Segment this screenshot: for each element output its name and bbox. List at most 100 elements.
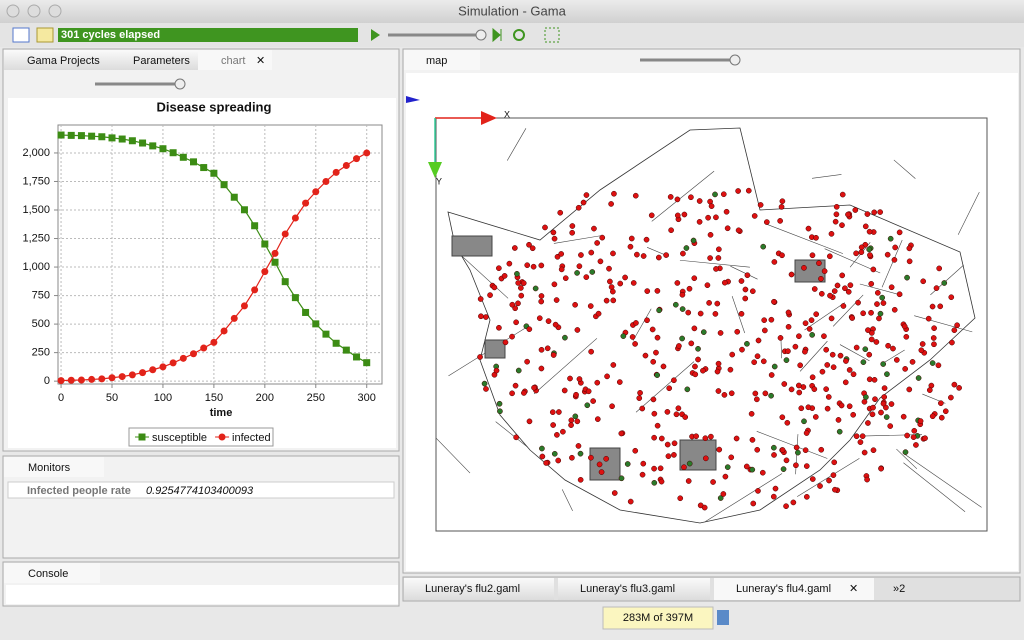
agent [515, 300, 521, 307]
agent [880, 400, 887, 407]
point [169, 149, 177, 157]
agent [951, 381, 958, 388]
road [893, 159, 916, 179]
point [291, 294, 299, 302]
agent [821, 333, 827, 340]
agent [660, 363, 667, 370]
agent [684, 386, 691, 393]
point [220, 327, 228, 335]
agent [632, 192, 639, 199]
agent [788, 386, 795, 393]
tab[interactable] [108, 50, 198, 70]
point [118, 373, 126, 381]
road [797, 458, 860, 497]
agent [643, 236, 650, 243]
y-tick-label: 250 [32, 347, 50, 359]
tab-close[interactable]: ✕ [256, 55, 265, 67]
agent [702, 435, 709, 442]
tab-active[interactable] [4, 563, 100, 583]
step-button[interactable] [492, 27, 502, 43]
reload-button[interactable] [513, 29, 525, 41]
agent [712, 311, 719, 317]
agent [691, 325, 698, 332]
slider-knob[interactable] [174, 78, 186, 90]
agent [770, 493, 777, 500]
toolbar-icon[interactable] [36, 27, 54, 43]
road [730, 265, 758, 280]
agent [852, 207, 859, 213]
agent [768, 392, 774, 399]
point [240, 206, 248, 214]
tab[interactable] [404, 578, 554, 600]
minimize-button[interactable] [27, 4, 41, 18]
agent [836, 428, 843, 435]
road [903, 462, 966, 512]
toolbar-icon[interactable] [544, 27, 560, 43]
point [261, 268, 269, 276]
agent [532, 285, 539, 292]
agent [938, 414, 945, 421]
point [271, 258, 279, 266]
agent [752, 390, 759, 397]
tab-active[interactable] [4, 457, 104, 477]
agent [941, 280, 948, 286]
agent [777, 335, 784, 341]
agent [568, 422, 574, 428]
agent [551, 281, 558, 288]
road [861, 434, 922, 437]
agent [742, 286, 749, 293]
agent [855, 299, 861, 306]
agent [577, 476, 584, 483]
agent [717, 495, 724, 501]
tab-active[interactable] [404, 50, 480, 70]
road [679, 259, 750, 268]
tab[interactable] [4, 50, 108, 70]
road [561, 489, 573, 512]
road [705, 473, 783, 522]
point [230, 314, 238, 322]
agent [906, 245, 913, 252]
slider-knob[interactable] [475, 29, 487, 41]
agent [754, 446, 761, 453]
play-button[interactable] [371, 29, 380, 41]
agent [513, 319, 519, 326]
agent [632, 447, 639, 454]
agent [931, 325, 937, 332]
agent [693, 433, 699, 440]
tab-close[interactable]: ✕ [849, 583, 858, 595]
agent [909, 359, 916, 365]
agent [572, 413, 579, 420]
tab-active[interactable] [198, 50, 272, 70]
gc-button[interactable] [717, 610, 729, 625]
agent [690, 237, 697, 244]
tab-active[interactable] [714, 578, 874, 600]
agent [888, 401, 895, 407]
agent [920, 278, 927, 285]
toolbar-icon[interactable] [12, 27, 30, 43]
agent [536, 315, 543, 322]
agent [891, 306, 898, 313]
agent [705, 214, 711, 221]
point [312, 320, 320, 328]
point [332, 168, 340, 176]
tab-label: Console [28, 568, 68, 580]
tab[interactable] [558, 578, 710, 600]
agent [760, 243, 767, 250]
agent [651, 479, 658, 486]
agent [873, 339, 880, 345]
agent [686, 285, 693, 292]
tab-label: Luneray's flu2.gaml [425, 583, 520, 595]
agent [809, 252, 816, 259]
tab-label: Gama Projects [27, 55, 100, 67]
road [731, 296, 745, 334]
agent [481, 380, 488, 387]
close-button[interactable] [6, 4, 20, 18]
road [495, 421, 528, 448]
tab-overflow[interactable]: »2 [893, 583, 905, 595]
agent [685, 478, 692, 484]
zoom-button[interactable] [48, 4, 62, 18]
agent [671, 452, 677, 458]
agent [933, 285, 940, 291]
agent [872, 396, 878, 403]
slider-knob[interactable] [729, 54, 741, 66]
